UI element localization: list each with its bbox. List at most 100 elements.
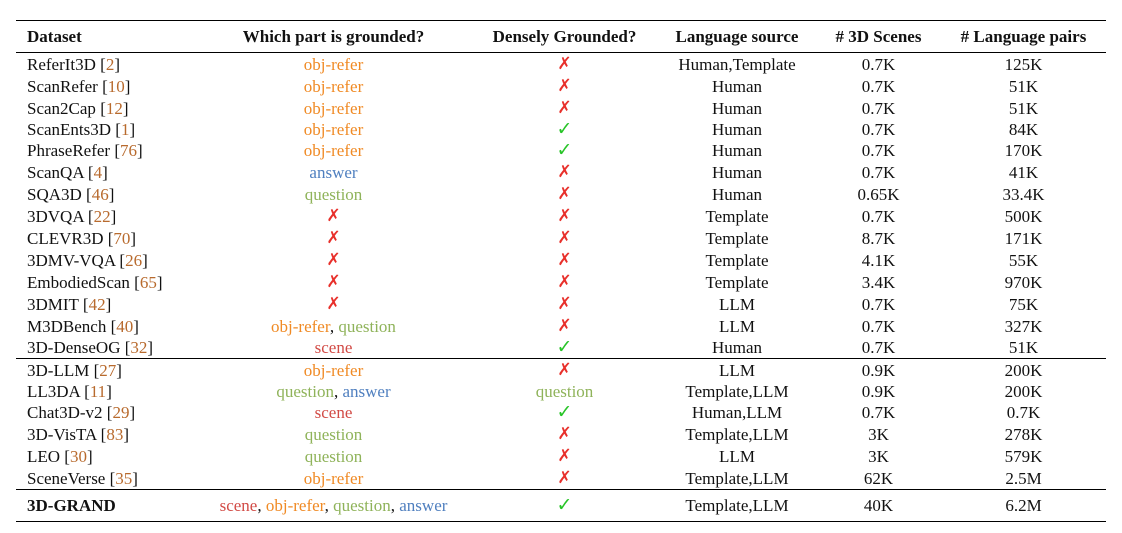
scenes-cell: 0.9K (861, 382, 896, 401)
citation-ref[interactable]: 27 (99, 360, 117, 380)
densely-grounded-cell: ✗ (471, 227, 658, 249)
language-pairs-cell: 170K (1004, 141, 1043, 160)
language-pairs-cell: 55K (1008, 250, 1039, 270)
citation-ref[interactable]: 76 (120, 141, 137, 160)
language-source-cell: Human,LLM (691, 403, 783, 422)
table-body: ReferIt3D [2] obj-refer ✗ Human,Template 0.7… (16, 53, 1106, 522)
language-pairs-cell: 500K (1004, 206, 1043, 226)
grounded-part-cell: scene, obj-refer, question, answer (196, 490, 471, 522)
cross-icon: ✗ (557, 424, 572, 444)
dataset-cell: Chat3D-v2 [29] (27, 403, 136, 422)
citation-ref[interactable]: 70 (113, 228, 131, 248)
language-source-cell: Template (705, 228, 769, 248)
header-row: Dataset Which part is grounded? Densely … (16, 20, 1106, 53)
citation-ref[interactable]: 42 (88, 294, 106, 314)
language-source-cell: Human (711, 120, 763, 139)
citation-ref[interactable]: 2 (105, 54, 115, 74)
citation-ref[interactable]: 65 (139, 272, 157, 292)
scenes-cell: 3K (868, 446, 889, 466)
grounded-tag-question: question (304, 424, 363, 444)
language-pairs-cell: 125K (1004, 54, 1043, 74)
grounded-tag-obj-refer: obj-refer (303, 360, 364, 380)
grounded-tag-question: question (333, 495, 391, 515)
citation-ref[interactable]: 10 (107, 76, 125, 96)
language-source-cell: LLM (719, 294, 755, 314)
table-row: 3D-DenseOG [32] scene ✓ Human 0.7K 51K (16, 337, 1106, 359)
densely-grounded-cell: ✓ (471, 402, 658, 423)
table-row: Chat3D-v2 [29] scene ✓ Human,LLM 0.7K 0.7K (16, 402, 1106, 423)
table-row: SceneVerse [35] obj-refer ✗ Template,LLM 62K… (16, 467, 1106, 490)
citation-ref[interactable]: 12 (105, 98, 123, 118)
grounded-tag-obj-refer: obj-refer (303, 120, 364, 139)
scenes-cell: 0.7K (861, 120, 896, 139)
grounded-part-cell: obj-refer (196, 119, 471, 140)
dataset-cell: 3D-GRAND (16, 490, 196, 522)
cross-icon: ✗ (326, 206, 341, 226)
dataset-cell: SceneVerse [35] (27, 468, 138, 488)
citation-ref[interactable]: 26 (125, 250, 143, 270)
language-source-cell: Human (711, 76, 763, 96)
citation-ref[interactable]: 11 (89, 382, 107, 401)
grounded-part-cell: question (196, 183, 471, 205)
densely-grounded-cell: ✗ (471, 183, 658, 205)
densely-grounded-cell: ✗ (471, 161, 658, 183)
citation-ref[interactable]: 32 (130, 338, 148, 357)
dataset-cell: CLEVR3D [70] (27, 228, 137, 248)
grounded-part-cell: ✗ (196, 249, 471, 271)
citation-ref[interactable]: 4 (93, 162, 103, 182)
dataset-cell: EmbodiedScan [65] (27, 272, 163, 292)
grounded-part-cell: question (196, 445, 471, 467)
grounded-part-cell: ✗ (196, 271, 471, 293)
table-row: 3DMIT [42] ✗ ✗ LLM 0.7K 75K (16, 293, 1106, 315)
grounded-part-cell: ✗ (196, 205, 471, 227)
table-row: 3D-LLM [27] obj-refer ✗ LLM 0.9K 200K (16, 358, 1106, 382)
dataset-name: 3DMIT (27, 294, 79, 314)
citation-ref[interactable]: 83 (106, 424, 124, 444)
citation-ref[interactable]: 40 (116, 316, 134, 336)
col-header-scenes: # 3D Scenes (835, 26, 922, 46)
cross-icon: ✗ (557, 294, 572, 314)
table-row: 3DMV-VQA [26] ✗ ✗ Template 4.1K 55K (16, 249, 1106, 271)
language-pairs-cell: 51K (1008, 338, 1039, 357)
densely-grounded-cell: ✗ (471, 249, 658, 271)
dataset-name: Chat3D-v2 (27, 403, 103, 422)
dense-tag-question: question (535, 382, 594, 401)
language-pairs-cell: 0.7K (1006, 403, 1041, 422)
table-row: ReferIt3D [2] obj-refer ✗ Human,Template 0.7… (16, 53, 1106, 76)
citation-ref[interactable]: 30 (69, 446, 87, 466)
grounded-tag-scene: scene (219, 495, 258, 515)
scenes-cell: 0.7K (861, 403, 896, 422)
language-pairs-cell: 327K (1004, 316, 1043, 336)
densely-grounded-cell: ✗ (471, 53, 658, 76)
grounded-part-cell: obj-refer (196, 467, 471, 490)
col-header-densely-grounded: Densely Grounded? (492, 26, 637, 46)
language-source-cell: Template (705, 206, 769, 226)
citation-ref[interactable]: 46 (91, 184, 109, 204)
dataset-cell: PhraseRefer [76] (27, 141, 143, 160)
table-row: EmbodiedScan [65] ✗ ✗ Template 3.4K 970K (16, 271, 1106, 293)
scenes-cell: 8.7K (861, 228, 896, 248)
cross-icon: ✗ (557, 468, 572, 488)
dataset-cell: SQA3D [46] (27, 184, 115, 204)
densely-grounded-cell: ✗ (471, 271, 658, 293)
cross-icon: ✗ (557, 250, 572, 270)
citation-ref[interactable]: 22 (93, 206, 111, 226)
table-row: M3DBench [40] obj-refer, question ✗ LLM 0.7K… (16, 315, 1106, 337)
scenes-cell: 0.9K (861, 360, 896, 380)
densely-grounded-cell: question (471, 381, 658, 402)
scenes-cell: 0.7K (861, 76, 896, 96)
citation-ref[interactable]: 29 (112, 403, 130, 422)
densely-grounded-cell: ✗ (471, 423, 658, 445)
grounded-tag-scene: scene (314, 403, 353, 422)
citation-ref[interactable]: 1 (120, 120, 130, 139)
language-pairs-cell: 200K (1004, 382, 1043, 401)
col-header-language-source: Language source (675, 26, 799, 46)
dataset-name: SQA3D (27, 184, 82, 204)
grounded-tag-question: question (338, 316, 396, 336)
cross-icon: ✗ (557, 162, 572, 182)
separator: , (257, 495, 266, 515)
dataset-cell: ScanRefer [10] (27, 76, 131, 96)
citation-ref[interactable]: 35 (115, 468, 133, 488)
densely-grounded-cell: ✓ (471, 140, 658, 161)
cross-icon: ✗ (557, 184, 572, 204)
